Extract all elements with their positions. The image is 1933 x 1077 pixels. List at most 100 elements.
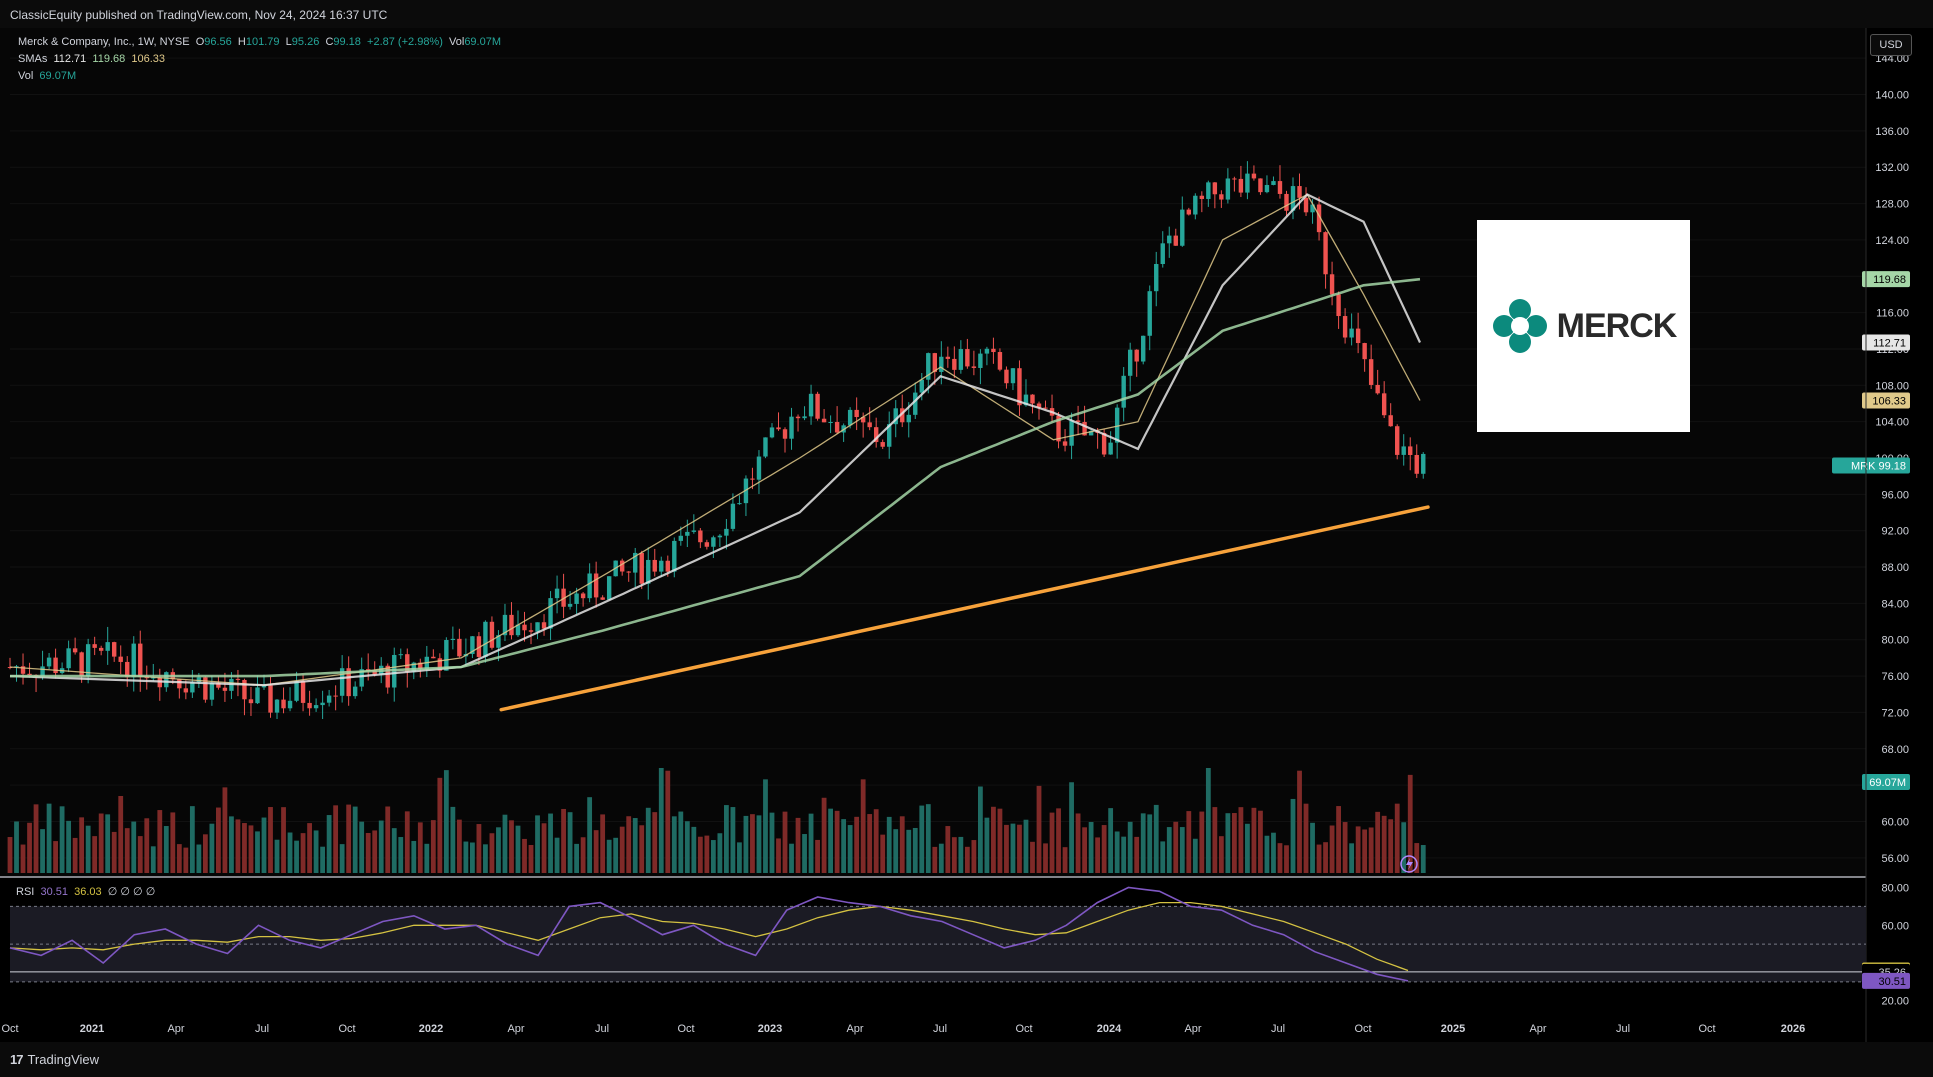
- volume-bar: [131, 821, 137, 873]
- candle-body: [893, 408, 898, 425]
- candle-body: [431, 656, 436, 659]
- volume-bar: [1368, 827, 1374, 873]
- volume-bar: [710, 840, 716, 873]
- candle-body: [339, 668, 345, 696]
- volume-bar: [1166, 827, 1172, 873]
- price-label-box: [1832, 457, 1910, 474]
- candle-body: [802, 416, 807, 419]
- rsi-value-box: [1862, 972, 1910, 989]
- volume-bar: [697, 836, 703, 873]
- candle-body: [1082, 421, 1087, 436]
- volume-bar: [1329, 825, 1335, 873]
- time-tick-label: Jul: [1271, 1023, 1285, 1035]
- volume-bar: [873, 809, 879, 873]
- candle-body: [913, 392, 918, 415]
- volume-bar: [1134, 836, 1140, 873]
- candle-body: [821, 418, 827, 423]
- volume-bar: [743, 815, 749, 873]
- time-tick-label: Apr: [1184, 1023, 1201, 1035]
- volume-bar: [1407, 774, 1413, 873]
- volume-bar: [1173, 821, 1179, 873]
- volume-bar: [326, 815, 332, 873]
- candle-body: [509, 614, 514, 636]
- time-tick-label: 2022: [419, 1023, 443, 1035]
- merck-logo-icon: [1492, 299, 1547, 353]
- rsi-label: RSI: [16, 886, 35, 898]
- symbol-label[interactable]: Merck & Company, Inc., 1W, NYSE: [18, 36, 190, 48]
- candle-body: [1173, 235, 1178, 246]
- candle-body: [1056, 415, 1061, 442]
- rsi-value: 30.51: [40, 886, 68, 898]
- candle-body: [1069, 420, 1074, 446]
- volume-bar: [522, 838, 527, 873]
- support-trendline[interactable]: [499, 505, 1430, 712]
- candle-body: [952, 358, 957, 370]
- currency-button[interactable]: USD: [1870, 34, 1912, 56]
- sma-line[interactable]: [10, 277, 1421, 678]
- candle-body: [1349, 328, 1354, 338]
- volume-bar: [1251, 807, 1257, 873]
- candle-body: [808, 393, 814, 417]
- candle-body: [548, 598, 553, 629]
- sma-row[interactable]: SMAs 112.71 119.68 106.33: [18, 51, 501, 68]
- volume-bar: [20, 844, 26, 873]
- candle-body: [724, 528, 729, 536]
- volume-bar: [906, 829, 912, 873]
- volume-bar: [98, 813, 104, 873]
- rsi-line[interactable]: [9, 886, 1409, 982]
- time-tick-label: Oct: [677, 1023, 694, 1035]
- candle-body: [1088, 431, 1094, 436]
- candle-body: [1251, 173, 1257, 179]
- candle-body: [46, 657, 52, 667]
- change-value: +2.87 (+2.98%): [367, 36, 443, 48]
- volume-bar: [821, 797, 827, 873]
- volume-bar: [1297, 770, 1302, 873]
- candle-body: [1108, 442, 1113, 455]
- volume-bar: [789, 843, 794, 873]
- volume-bar: [769, 812, 775, 873]
- candle-body: [255, 687, 260, 704]
- volume-bar: [53, 841, 58, 873]
- time-tick-label: 2026: [1781, 1023, 1805, 1035]
- candle-body: [593, 573, 599, 598]
- close-value: 99.18: [333, 36, 361, 48]
- candle-body: [1121, 375, 1126, 408]
- candle-body: [359, 669, 364, 687]
- candle-body: [958, 349, 964, 370]
- volume-bar: [593, 830, 599, 873]
- volume-bar: [137, 836, 143, 873]
- vol-row[interactable]: Vol 69.07M: [18, 68, 501, 85]
- price-label-text: 112.71: [1873, 338, 1906, 350]
- volume-bar: [378, 820, 384, 873]
- candle-body: [164, 672, 169, 688]
- price-label-box: [1862, 334, 1910, 351]
- volume-bar: [1056, 808, 1061, 873]
- volume-bar: [691, 826, 697, 873]
- volume-bar: [261, 817, 267, 873]
- high-value: 101.79: [245, 36, 280, 48]
- volume-bar: [430, 820, 436, 873]
- rsi-legend[interactable]: RSI 30.51 36.03 ∅ ∅ ∅ ∅: [16, 885, 155, 898]
- candle-body: [1023, 394, 1029, 406]
- price-label-box: [1862, 392, 1910, 409]
- volume-bar: [1284, 845, 1289, 873]
- candle-body: [20, 666, 26, 674]
- price-tick-label: 68.00: [1881, 744, 1909, 756]
- volume-bar: [333, 805, 339, 873]
- candle-body: [125, 661, 130, 678]
- volume-bar: [1414, 843, 1420, 873]
- lightning-icon[interactable]: [1400, 855, 1418, 873]
- candle-body: [1336, 294, 1341, 317]
- volume-bar: [854, 816, 860, 873]
- candle-body: [1290, 186, 1296, 211]
- volume-bar: [46, 803, 52, 873]
- candle-body: [1264, 184, 1270, 193]
- sma-label: SMAs: [18, 53, 48, 65]
- tradingview-brand[interactable]: 17 TradingView: [10, 1052, 99, 1067]
- price-tick-label: 104.00: [1875, 417, 1909, 429]
- candle-body: [1388, 415, 1393, 427]
- volume-bar: [958, 836, 964, 873]
- price-tick-label: 136.00: [1875, 126, 1909, 138]
- price-tick-label: 92.00: [1881, 526, 1909, 538]
